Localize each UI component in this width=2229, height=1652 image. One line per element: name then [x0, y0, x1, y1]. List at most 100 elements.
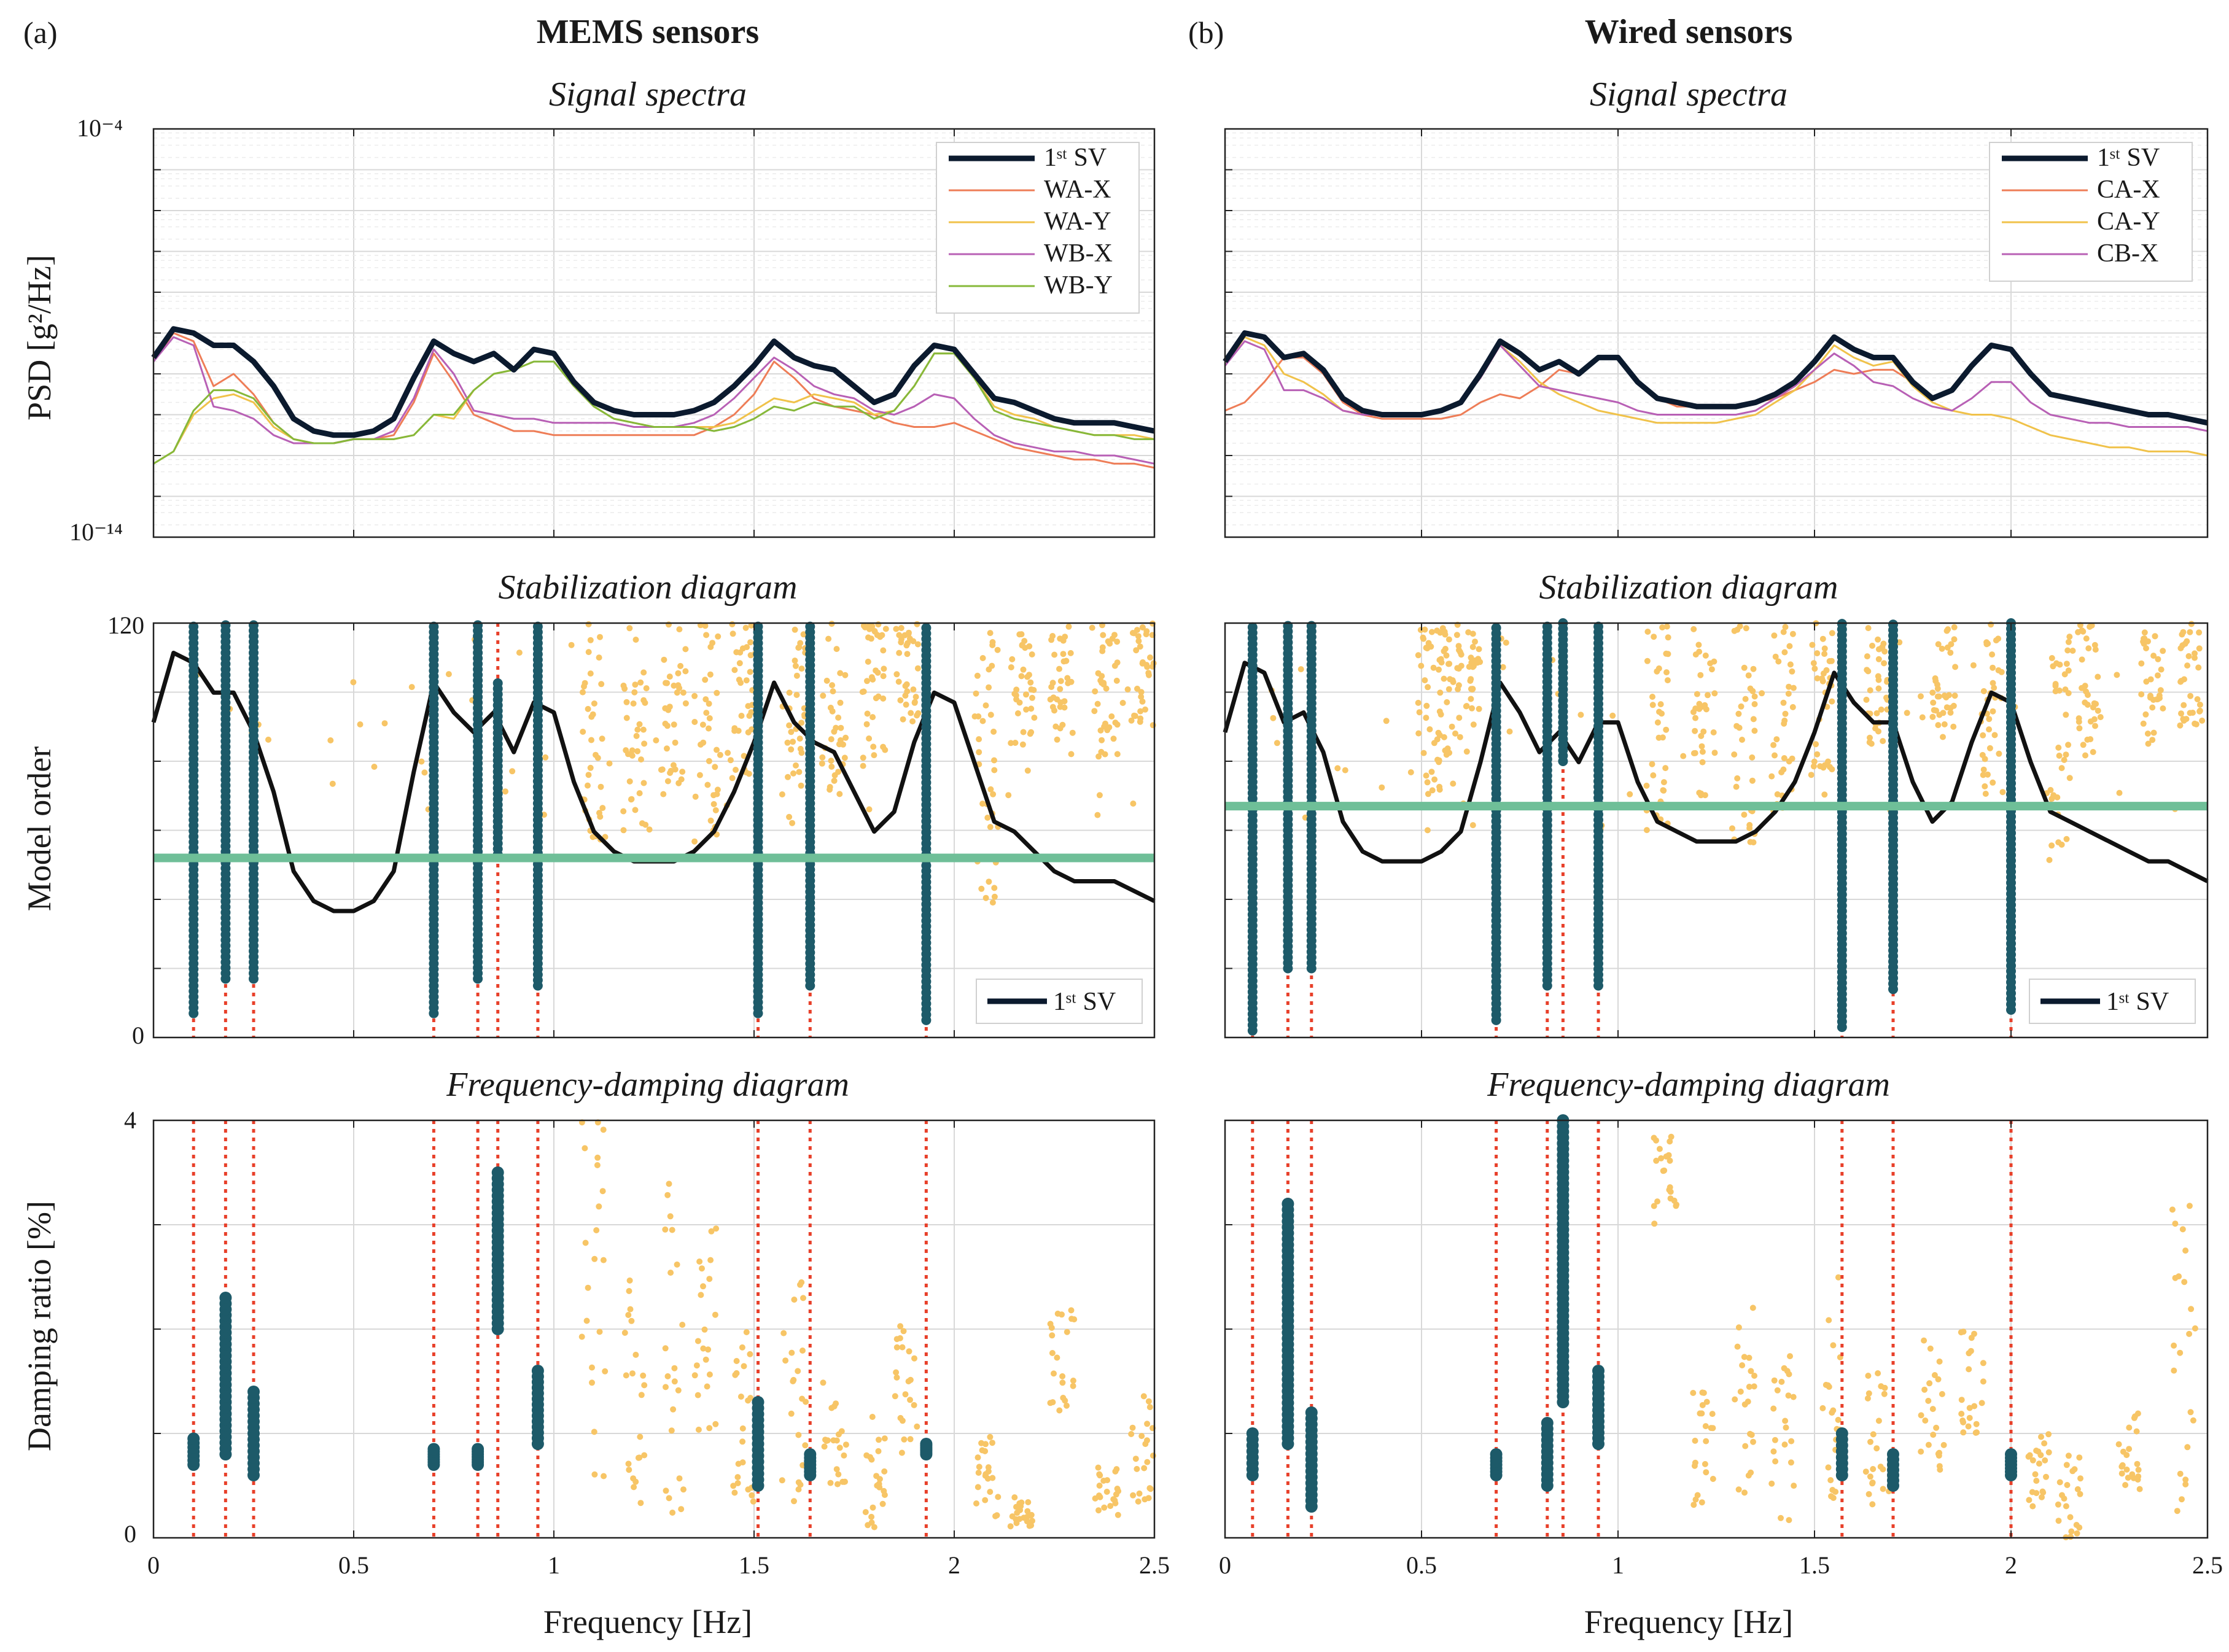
damp-a-unstable-pt-4-7 — [747, 1351, 753, 1357]
stab-tick-top: 120 — [107, 611, 144, 639]
stab-b-unstable-noise-10 — [1500, 664, 1506, 670]
stab-b-unstable-pt-5-33 — [1733, 723, 1740, 729]
stab-b-unstable-pt-4-22 — [1710, 729, 1717, 735]
stab-a-unstable-pt-6-0 — [828, 736, 834, 743]
damp-a-xtick-label-5: 2.5 — [1139, 1551, 1170, 1579]
stab-b-unstable-pt-12-18 — [2087, 624, 2093, 630]
stab-b-unstable-pt-9-17 — [1943, 627, 1950, 634]
stab-b-unstable-pt-4-26 — [1708, 666, 1715, 673]
stab-a-unstable-pt-5-13 — [797, 640, 804, 646]
stab-a-unstable-pt-2-24 — [662, 720, 669, 727]
stab-a-unstable-noise-43 — [568, 642, 575, 648]
stab-a-unstable-pt-7-28 — [881, 665, 887, 672]
stab-a-unstable-pt-3-1 — [691, 838, 698, 845]
damp-a-unstable-pt-1-20 — [627, 1306, 634, 1313]
stab-b-unstable-pt-11-18 — [2063, 751, 2069, 758]
damp-b-unstable-pt-1-17 — [1702, 1423, 1709, 1430]
damp-a-unstable-pt-0-3 — [593, 1227, 600, 1233]
stab-b-unstable-noise-15 — [1883, 694, 1889, 701]
stab-b-unstable-pt-6-24 — [1781, 717, 1788, 724]
stab-b-unstable-pt-1-11 — [1457, 734, 1463, 740]
stab-a-unstable-pt-3-5 — [706, 758, 712, 764]
stab-a-unstable-pt-3-15 — [696, 772, 703, 778]
stab-a-unstable-pt-2-6 — [675, 670, 682, 677]
stab-b-unstable-pt-13-29 — [2147, 676, 2154, 683]
stab-a-unstable-pt-2-12 — [679, 769, 686, 775]
stab-a-unstable-pt-5-16 — [792, 626, 798, 633]
stab-a-unstable-noise-19 — [1130, 801, 1137, 807]
psd-a-frame — [152, 128, 1156, 538]
damp-b-unstable-pt-2-2 — [1739, 1362, 1746, 1368]
damp-a-unstable-pt-5-17 — [803, 1398, 809, 1405]
stab-a-unstable-pt-12-23 — [1094, 700, 1101, 707]
damp-a-unstable-pt-13-19 — [1130, 1492, 1137, 1499]
stab-a-unstable-pt-1-28 — [632, 637, 639, 643]
stab-b-unstable-pt-9-12 — [1946, 692, 1952, 699]
stab-b-unstable-pt-9-11 — [1934, 693, 1941, 700]
stab-b-unstable-noise-43 — [1416, 709, 1423, 716]
stab-a-unstable-pt-5-21 — [792, 662, 799, 669]
stab-b-unstable-noise-7 — [2065, 638, 2072, 645]
damp-a-unstable-pt-10-15 — [1011, 1494, 1018, 1501]
damp-b-unstable-pt-1-19 — [1710, 1425, 1716, 1432]
stab-a-unstable-pt-7-3 — [880, 647, 887, 654]
stab-a-unstable-noise-32 — [1096, 792, 1103, 799]
stab-b-unstable-pt-6-14 — [1781, 755, 1787, 761]
stab-b-unstable-pt-10-19 — [1982, 756, 1988, 762]
xlabel-a: Frequency [Hz] — [543, 1604, 752, 1640]
stab-a-unstable-pt-12-33 — [1091, 708, 1098, 715]
stab-a-unstable-pt-12-19 — [1099, 680, 1105, 686]
stab-b-unstable-pt-0-12 — [1424, 779, 1431, 786]
stab-a-unstable-pt-11-6 — [1057, 678, 1064, 684]
damp-a-unstable-pt-7-14 — [876, 1484, 883, 1491]
ylabel-damping-ratio: Damping ratio [%] — [21, 1201, 58, 1451]
stab-b-unstable-noise-39 — [1469, 822, 1476, 829]
damp-a-unstable-pt-4-14 — [745, 1486, 752, 1493]
stab-a-unstable-pt-0-6 — [587, 764, 594, 771]
damp-b-unstable-pt-11-21 — [2177, 1470, 2184, 1477]
damp-a-unstable-pt-11-6 — [1048, 1324, 1055, 1331]
stab-b-unstable-pt-11-29 — [2061, 671, 2068, 678]
stab-a-unstable-pt-9-3 — [982, 702, 989, 709]
stab-a-unstable-pt-1-18 — [626, 778, 633, 785]
stab-a-unstable-pt-3-16 — [702, 696, 709, 703]
damp-b-unstable-pt-0-16 — [1658, 1155, 1665, 1161]
subtitle-b-stabilization: Stabilization diagram — [1539, 568, 1838, 607]
damp-a-unstable-pt-2-12 — [670, 1406, 677, 1413]
stab-b-unstable-pt-0-23 — [1428, 629, 1435, 635]
stab-b-unstable-pt-14-20 — [2195, 664, 2202, 671]
damp-a-unstable-pt-1-4 — [625, 1460, 632, 1467]
stab-a-unstable-pt-5-12 — [796, 769, 803, 775]
stab-b-unstable-pt-2-3 — [1472, 638, 1478, 645]
damp-b-unstable-pt-5-15 — [1881, 1390, 1888, 1397]
stab-b-unstable-pt-3-33 — [1662, 765, 1669, 772]
stab-b-unstable-pt-10-12 — [1985, 771, 1991, 778]
stab-b-unstable-pt-13-30 — [2155, 656, 2161, 662]
stab-b-unstable-pt-10-31 — [1980, 732, 1986, 739]
stab-a-unstable-pt-0-30 — [585, 621, 592, 627]
stab-a-unstable-pt-3-22 — [691, 719, 698, 725]
damp-a-unstable-pt-8-17 — [892, 1393, 898, 1400]
stab-b-unstable-noise-5 — [1383, 718, 1390, 724]
damp-a-unstable-pt-11-0 — [1068, 1307, 1075, 1314]
stab-a-unstable-noise-30 — [658, 767, 664, 773]
psd-a-series-1st-sv — [151, 326, 1155, 438]
stab-b-unstable-pt-5-28 — [1733, 783, 1740, 790]
psd-a-legend-label-4: WB-Y — [1044, 271, 1113, 300]
stab-b-unstable-pt-0-33 — [1423, 715, 1430, 721]
stab-b-unstable-pt-0-1 — [1430, 664, 1437, 671]
damp-a-unstable-pt-10-19 — [1013, 1503, 1019, 1510]
damp-b-unstable-pt-8-12 — [2038, 1433, 2044, 1440]
damp-a-unstable-pt-8-4 — [911, 1355, 917, 1362]
stab-a-unstable-pt-8-32 — [908, 710, 914, 716]
stab-a-unstable-pt-10-2 — [1023, 691, 1029, 698]
stab-b-unstable-pt-5-6 — [1750, 839, 1757, 846]
stab-a-unstable-pt-6-24 — [825, 635, 832, 642]
stab-a-unstable-pt-2-2 — [671, 721, 677, 728]
stab-b-unstable-pt-11-28 — [2065, 690, 2072, 697]
stab-b-unstable-pt-11-2 — [2055, 744, 2062, 751]
stab-b-unstable-pt-11-23 — [2054, 794, 2061, 801]
damp-b-xtick-label-3: 1.5 — [1799, 1551, 1830, 1579]
damp-a-unstable-pt-0-13 — [582, 1239, 589, 1246]
stab-a-unstable-noise-14 — [1089, 624, 1095, 631]
